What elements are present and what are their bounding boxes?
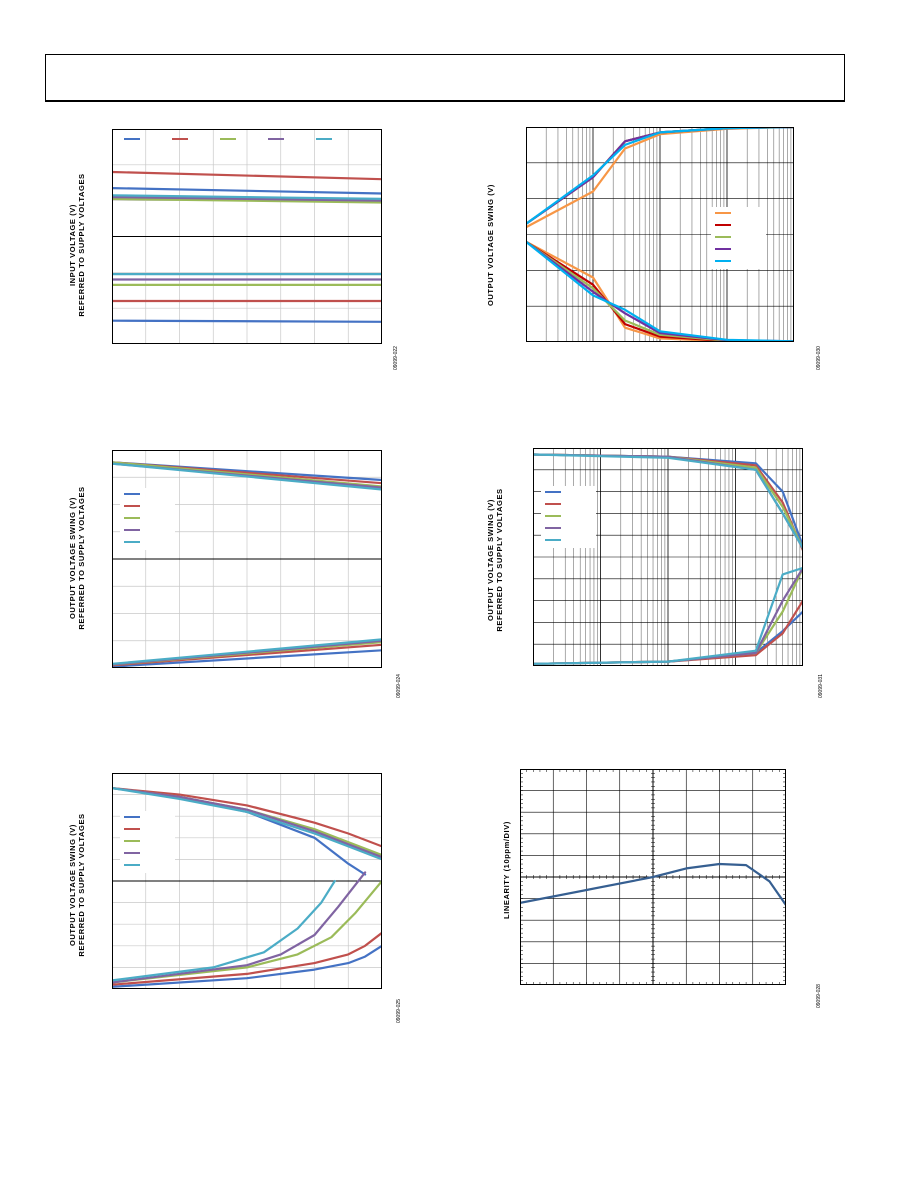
plot-frame	[520, 769, 786, 985]
series-line-2	[112, 170, 382, 181]
series-line-8	[112, 879, 382, 984]
series-line-10	[112, 879, 336, 982]
plot-frame	[112, 450, 382, 668]
series-line-10	[112, 638, 382, 665]
y-axis-label-line-1: OUTPUT VOLTAGE SWING (V)	[68, 496, 77, 620]
plot-area	[520, 769, 786, 985]
grid	[526, 127, 794, 342]
grid	[533, 448, 803, 666]
legend	[120, 488, 175, 550]
page-header-box	[45, 54, 845, 102]
y-axis-label-line-1: OUTPUT VOLTAGE SWING (V)	[486, 183, 495, 307]
series-group	[112, 787, 382, 988]
y-axis-label-line-2: REFERRED TO SUPPLY VOLTAGES	[77, 486, 86, 630]
series-group	[112, 170, 382, 323]
legend	[711, 207, 766, 269]
y-axis-label-line-1: OUTPUT VOLTAGE SWING (V)	[68, 823, 77, 947]
legend	[541, 486, 596, 548]
series-line-6	[112, 319, 382, 323]
plot-area	[112, 773, 382, 989]
y-axis-label-line-2: REFERRED TO SUPPLY VOLTAGES	[495, 488, 504, 632]
chart-output-swing-c: OUTPUT VOLTAGE SWING (V) REFERRED TO SUP…	[60, 770, 402, 1030]
y-axis-label: OUTPUT VOLTAGE SWING (V) REFERRED TO SUP…	[68, 805, 86, 965]
figure-code: 09099-024	[396, 674, 402, 698]
chart-output-swing-log-b: OUTPUT VOLTAGE SWING (V) REFERRED TO SUP…	[478, 445, 824, 705]
plot-frame	[112, 129, 382, 344]
legend	[120, 811, 175, 873]
series-group	[533, 453, 803, 665]
plot-frame	[533, 448, 803, 666]
series-line-4	[112, 195, 382, 202]
figure-code: 09099-022	[393, 346, 399, 370]
y-axis-label: LINEARITY (10ppm/DIV)	[502, 810, 511, 930]
y-axis-label: OUTPUT VOLTAGE SWING (V) REFERRED TO SUP…	[68, 478, 86, 638]
series-line-2	[112, 787, 382, 848]
grid	[112, 129, 382, 344]
series-line-3	[112, 197, 382, 204]
series-group	[112, 461, 382, 668]
chart-output-swing-log: OUTPUT VOLTAGE SWING (V) 09099-030	[478, 125, 822, 375]
series-line-5	[112, 787, 382, 861]
series-line-6	[112, 649, 382, 668]
y-axis-label-line-1: LINEARITY (10ppm/DIV)	[502, 821, 511, 919]
series-line-10	[533, 566, 803, 665]
y-axis-label-line-2: REFERRED TO SUPPLY VOLTAGES	[77, 173, 86, 317]
series-line-5	[112, 194, 382, 201]
y-axis-label: OUTPUT VOLTAGE SWING (V)	[486, 165, 495, 325]
series-line-9	[112, 871, 367, 984]
plot-frame	[526, 127, 794, 342]
series-line-1	[112, 186, 382, 195]
figure-code: 09099-025	[396, 999, 402, 1023]
plot-area	[112, 450, 382, 668]
series-line-5	[533, 453, 803, 550]
plot-area	[526, 127, 794, 342]
chart-output-swing-a: OUTPUT VOLTAGE SWING (V) REFERRED TO SUP…	[60, 448, 402, 703]
figure-code: 09099-028	[816, 984, 822, 1008]
series-line-1	[520, 862, 786, 907]
y-axis-label-line-2: REFERRED TO SUPPLY VOLTAGES	[77, 813, 86, 957]
series-line-7	[112, 931, 382, 986]
series-line-4	[112, 787, 382, 859]
plot-frame	[112, 773, 382, 989]
chart-linearity: LINEARITY (10ppm/DIV) 09099-028	[478, 765, 822, 1025]
series-line-10	[526, 240, 794, 342]
plot-area	[112, 129, 382, 344]
y-axis-label: INPUT VOLTAGE (V) REFERRED TO SUPPLY VOL…	[68, 165, 86, 325]
figure-code: 09099-030	[816, 346, 822, 370]
y-axis-label: OUTPUT VOLTAGE SWING (V) REFERRED TO SUP…	[486, 480, 504, 640]
chart-input-voltage: INPUT VOLTAGE (V) REFERRED TO SUPPLY VOL…	[60, 125, 400, 375]
figure-code: 09099-031	[818, 674, 824, 698]
series-line-6	[112, 944, 382, 988]
series-line-3	[112, 461, 382, 488]
y-axis-label-line-1: OUTPUT VOLTAGE SWING (V)	[486, 498, 495, 622]
y-axis-label-line-1: INPUT VOLTAGE (V)	[68, 204, 77, 287]
series-group	[520, 862, 786, 907]
series-line-5	[112, 462, 382, 491]
plot-area	[533, 448, 803, 666]
